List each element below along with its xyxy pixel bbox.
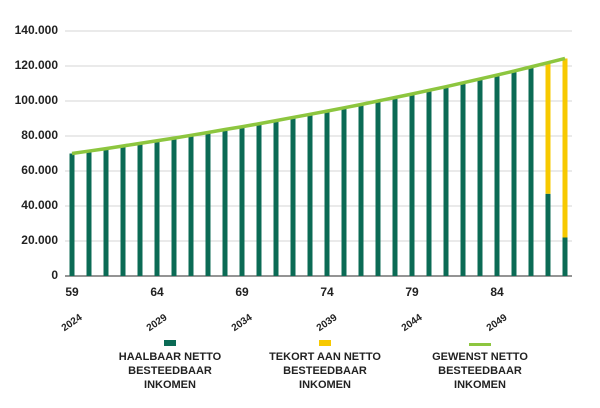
bar-segment	[409, 94, 415, 276]
bar-segment	[477, 78, 483, 276]
bar-segment	[222, 129, 228, 276]
bar-segment	[188, 135, 194, 276]
year-label: 2039	[315, 312, 340, 334]
bar-segment	[324, 111, 330, 277]
bar-segment	[307, 114, 313, 276]
bar-segment	[86, 151, 92, 276]
chart: 0 20.000 40.000 60.000 80.000 100.000 120.000 1…	[15, 23, 572, 334]
x-tick-label: 59	[65, 285, 79, 299]
year-label: 2029	[145, 312, 170, 334]
bar-segment	[511, 71, 517, 276]
bar-segment	[256, 123, 262, 276]
bar-segment	[528, 66, 534, 276]
legend-label: HAALBAAR NETTO BESTEEDBAAR INKOMEN	[118, 351, 222, 391]
legend-swatch	[319, 340, 331, 346]
legend-swatch	[164, 340, 176, 346]
bar-segment	[120, 145, 126, 276]
year-label: 2034	[230, 312, 255, 334]
y-tick-label: 120.000	[15, 58, 59, 72]
line	[71, 56, 566, 156]
y-tick-label: 100.000	[15, 93, 59, 107]
legend-item: GEWENST NETTO BESTEEDBAAR INKOMEN	[405, 340, 555, 392]
x-tick-label: 79	[405, 285, 419, 299]
bar-segment	[273, 120, 279, 276]
y-tick-label: 60.000	[21, 163, 58, 177]
legend-item: TEKORT AAN NETTO BESTEEDBAAR INKOMEN	[250, 340, 400, 392]
bar-segment	[426, 90, 432, 276]
y-tick-label: 20.000	[21, 233, 58, 247]
bar-segment	[290, 117, 296, 276]
bar-segment	[460, 82, 466, 276]
y-tick-label: 140.000	[15, 23, 59, 37]
x-tick-label: 64	[150, 285, 164, 299]
bar-segment	[494, 75, 500, 276]
bar-segment	[137, 143, 143, 276]
legend-label: GEWENST NETTO BESTEEDBAAR INKOMEN	[432, 351, 528, 391]
y-tick-label: 40.000	[21, 198, 58, 212]
year-label: 2024	[60, 312, 85, 334]
bar-segment	[239, 126, 245, 276]
bar-segment	[103, 148, 109, 276]
bar-segment	[392, 97, 398, 276]
y-tick-label: 0	[51, 268, 58, 282]
bar-segment	[562, 58, 568, 238]
y-tick-label: 80.000	[21, 128, 58, 142]
bar-segment	[545, 193, 551, 276]
bar-segment	[375, 101, 381, 276]
legend-label: TEKORT AAN NETTO BESTEEDBAAR INKOMEN	[269, 351, 381, 391]
bar-segment	[341, 107, 347, 276]
bar-segment	[205, 132, 211, 276]
bar-segment	[171, 138, 177, 276]
bar-segment	[545, 62, 551, 194]
bar-segment	[154, 140, 160, 276]
x-tick-label: 74	[320, 285, 334, 299]
bar-segment	[443, 86, 449, 277]
bar-segment	[358, 104, 364, 276]
year-label: 2044	[400, 312, 425, 334]
legend-item: HAALBAAR NETTO BESTEEDBAAR INKOMEN	[95, 340, 245, 392]
year-label: 2049	[485, 312, 510, 334]
x-tick-label: 84	[490, 285, 504, 299]
x-tick-label: 69	[235, 285, 249, 299]
bar-segment	[562, 237, 568, 276]
bar-segment	[69, 153, 75, 276]
legend-swatch	[469, 343, 491, 346]
